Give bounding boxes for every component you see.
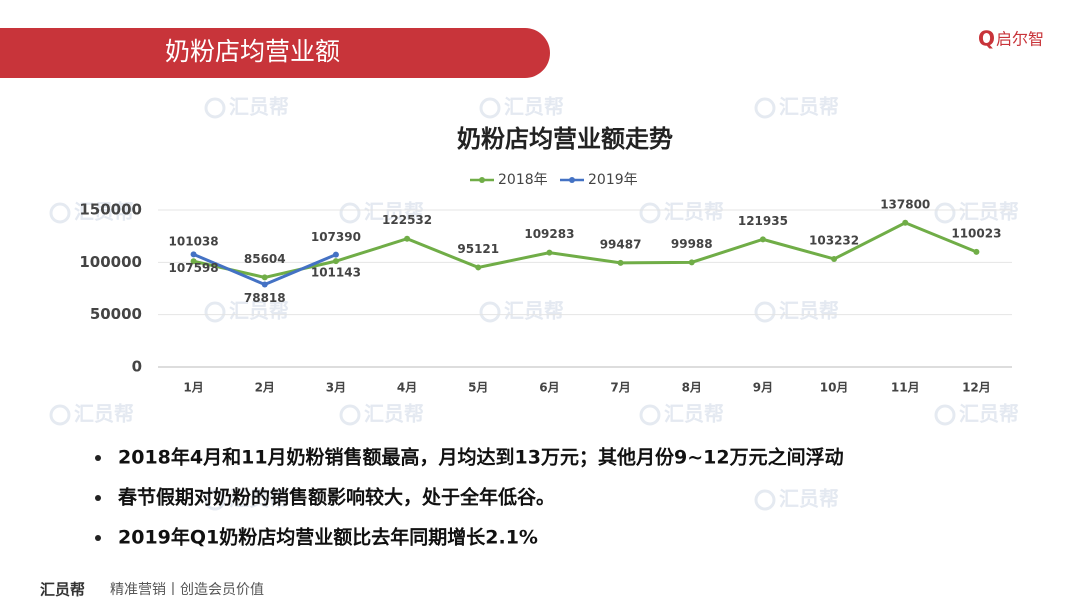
data-label: 85604 [244, 252, 286, 266]
bullet-text: 春节假期对奶粉的销售额影响较大，处于全年低谷。 [118, 486, 555, 509]
point [475, 264, 482, 271]
point [902, 219, 909, 226]
watermark-icon [934, 404, 956, 426]
point [546, 249, 553, 256]
data-label: 99487 [600, 237, 642, 251]
x-tick-label: 4月 [397, 381, 417, 395]
data-label: 121935 [738, 214, 788, 228]
point [617, 259, 624, 266]
watermark: 汇员帮 [74, 200, 134, 224]
data-label: 110023 [951, 226, 1001, 240]
point [973, 248, 980, 255]
y-tick-label: 50000 [90, 305, 142, 323]
point [831, 255, 838, 262]
x-tick-label: 6月 [539, 381, 559, 395]
watermark: 汇员帮 [229, 487, 289, 511]
y-tick-label: 0 [132, 358, 142, 376]
watermark-icon [754, 97, 776, 119]
legend-marker [569, 177, 575, 183]
data-label: 122532 [382, 213, 432, 227]
watermark: 汇员帮 [364, 402, 424, 426]
x-tick-label: 7月 [610, 381, 630, 395]
watermark-icon [479, 97, 501, 119]
point [688, 259, 695, 266]
x-tick-label: 9月 [753, 381, 773, 395]
watermark-icon [754, 301, 776, 323]
point [332, 258, 339, 265]
watermark-icon [204, 489, 226, 511]
watermark: 汇员帮 [779, 95, 839, 119]
logo-mark: Q [978, 27, 995, 51]
watermark-icon [49, 404, 71, 426]
logo: 启尔智 [996, 30, 1044, 49]
bullet-text: 2018年4月和11月奶粉销售额最高，月均达到13万元；其他月份9~12万元之间… [118, 446, 844, 469]
watermark: 汇员帮 [229, 299, 289, 323]
legend-label: 2018年 [498, 172, 548, 188]
watermark-icon [204, 301, 226, 323]
y-tick-label: 100000 [79, 253, 142, 271]
watermark-icon [754, 489, 776, 511]
x-tick-label: 11月 [891, 381, 920, 395]
header-title: 奶粉店均营业额 [165, 37, 340, 66]
data-label: 137800 [880, 197, 930, 211]
point [332, 251, 339, 258]
point [190, 258, 197, 265]
x-tick-label: 3月 [326, 381, 346, 395]
data-label: 101038 [169, 235, 219, 249]
watermark-icon [639, 404, 661, 426]
watermark: 汇员帮 [229, 95, 289, 119]
data-label: 103232 [809, 233, 859, 247]
x-tick-label: 5月 [468, 381, 488, 395]
watermark-icon [204, 97, 226, 119]
watermark: 汇员帮 [504, 299, 564, 323]
watermark: 汇员帮 [959, 402, 1019, 426]
watermark: 汇员帮 [779, 299, 839, 323]
series-line [193, 221, 977, 279]
point [759, 236, 766, 243]
watermark: 汇员帮 [664, 200, 724, 224]
bullet-dot [95, 535, 101, 541]
watermark-icon [639, 202, 661, 224]
watermark: 汇员帮 [74, 402, 134, 426]
bullet-text: 2019年Q1奶粉店均营业额比去年同期增长2.1% [118, 526, 538, 549]
data-label: 78818 [244, 291, 286, 305]
data-label: 107390 [311, 230, 361, 244]
point [190, 251, 197, 258]
bullet-dot [95, 455, 101, 461]
data-label: 95121 [457, 242, 499, 256]
point [261, 281, 268, 288]
watermark: 汇员帮 [779, 487, 839, 511]
data-label: 99988 [671, 237, 713, 251]
legend-marker [479, 177, 485, 183]
data-label: 107598 [169, 261, 219, 275]
watermark: 汇员帮 [364, 200, 424, 224]
header-bar [0, 28, 550, 78]
footer-brand: 汇员帮 [40, 581, 85, 599]
x-tick-label: 1月 [183, 381, 203, 395]
footer-slogan: 精准营销丨创造会员价值 [110, 582, 264, 598]
x-tick-label: 8月 [682, 381, 702, 395]
bullet-dot [95, 495, 101, 501]
y-tick-label: 150000 [79, 201, 142, 219]
data-label: 109283 [524, 227, 574, 241]
watermark: 汇员帮 [664, 402, 724, 426]
legend-label: 2019年 [588, 172, 638, 188]
watermark-icon [479, 301, 501, 323]
x-tick-label: 2月 [255, 381, 275, 395]
watermark-icon [49, 202, 71, 224]
x-tick-label: 12月 [962, 381, 991, 395]
point [404, 235, 411, 242]
watermark-icon [339, 404, 361, 426]
watermark: 汇员帮 [504, 95, 564, 119]
x-tick-label: 10月 [820, 381, 849, 395]
point [261, 274, 268, 281]
watermark-icon [934, 202, 956, 224]
watermark-icon [339, 202, 361, 224]
watermark: 汇员帮 [959, 200, 1019, 224]
data-label: 101143 [311, 266, 361, 280]
chart-title: 奶粉店均营业额走势 [457, 125, 673, 153]
